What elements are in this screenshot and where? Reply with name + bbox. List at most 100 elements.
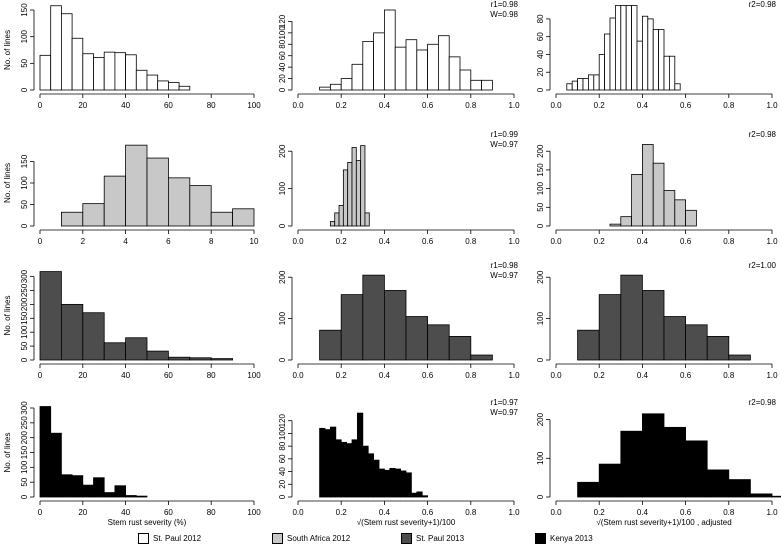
histogram-bar	[135, 69, 148, 91]
x-tick-label: 0.6	[422, 237, 434, 246]
x-tick-label: 0.0	[550, 371, 562, 380]
histogram-bar	[674, 83, 681, 91]
y-axis-label: No. of lines	[3, 432, 12, 472]
y-axis-label: No. of lines	[3, 163, 12, 203]
histogram-bar	[373, 459, 380, 498]
histogram-bar	[82, 312, 105, 361]
y-tick-label: 40	[278, 467, 287, 476]
x-tick-label: 60	[164, 508, 173, 517]
histogram-bar	[625, 5, 633, 91]
x-tick-label: 0.6	[422, 101, 434, 110]
histogram-bar	[728, 354, 751, 361]
y-tick-label: 200	[20, 297, 29, 311]
y-tick-label: 0	[278, 87, 287, 92]
y-tick-label: 20	[278, 74, 287, 83]
histogram-bar	[189, 357, 212, 361]
x-tick-label: 2	[81, 237, 86, 246]
histogram-bar	[674, 199, 686, 227]
y-tick-label: 150	[20, 154, 29, 168]
panel-p02: 0.0 0.2 0.4 0.6 0.8 1.0 0 20 40 60 80 r2=0.98	[536, 0, 778, 110]
y-tick-label: 100	[20, 460, 29, 474]
histogram-bar	[347, 162, 353, 227]
histogram-bar	[685, 209, 697, 227]
histogram-bar	[82, 53, 94, 91]
y-axis-label: No. of lines	[3, 295, 12, 335]
histogram-bar	[427, 43, 439, 91]
histogram-bar	[631, 173, 643, 227]
histogram-bar	[647, 18, 654, 91]
x-tick-label: 0.0	[550, 237, 562, 246]
histogram-bar	[356, 412, 364, 498]
legend: St. Paul 2012 South Africa 2012 St. Paul…	[0, 531, 781, 549]
x-tick-label: 0.6	[680, 101, 692, 110]
histogram-bar	[61, 211, 84, 227]
y-tick-label: 0	[536, 87, 545, 92]
x-tick-label: 0.2	[594, 508, 606, 517]
x-tick-label: 6	[166, 237, 171, 246]
y-tick-label: 20	[536, 67, 545, 76]
histogram-bar	[135, 495, 148, 498]
histogram-bar	[383, 9, 396, 91]
histogram-bar	[39, 271, 62, 361]
histogram-bar	[421, 495, 429, 498]
histogram-bar	[577, 78, 584, 91]
histogram-bar	[232, 208, 255, 227]
y-tick-label: 150	[20, 445, 29, 459]
x-tick-label: 100	[247, 508, 261, 517]
histogram-bar	[167, 177, 191, 227]
y-tick-label: 50	[20, 477, 29, 486]
y-tick-label: 100	[278, 426, 287, 440]
y-tick-label: 200	[20, 430, 29, 444]
histogram-bar	[609, 17, 616, 91]
x-tick-label: 1.0	[508, 237, 520, 246]
x-tick-label: 80	[207, 101, 216, 110]
histogram-bar	[340, 78, 353, 91]
x-tick-label: 4	[123, 237, 128, 246]
histogram-bar	[378, 468, 385, 498]
legend-label: St. Paul 2013	[416, 534, 465, 543]
y-tick-label: 40	[278, 62, 287, 71]
legend-label: Kenya 2013	[550, 534, 593, 543]
x-tick-label: 8	[209, 237, 214, 246]
histogram-bar	[351, 439, 358, 498]
histogram-bar	[351, 63, 364, 91]
histogram-bar	[571, 80, 579, 91]
legend-swatch	[401, 533, 412, 544]
histogram-bar	[437, 35, 450, 91]
histogram-bar	[319, 86, 331, 91]
histogram-bar	[146, 157, 169, 227]
y-tick-label: 100	[20, 176, 29, 190]
y-tick-label: 200	[278, 270, 287, 284]
histogram-bar	[329, 83, 342, 91]
x-tick-label: 100	[247, 101, 261, 110]
y-tick-label: 0	[536, 357, 545, 362]
x-tick-label: 40	[121, 101, 130, 110]
histogram-bar	[334, 212, 340, 227]
histogram-bar	[604, 33, 611, 91]
histogram-bar	[577, 329, 600, 361]
histogram-bar	[663, 190, 676, 227]
y-tick-label: 60	[536, 32, 545, 41]
histogram-bar	[189, 185, 212, 227]
x-tick-label: 0.2	[336, 237, 348, 246]
histogram-bar	[416, 49, 428, 91]
histogram-bar	[588, 74, 595, 91]
x-tick-label: 0.2	[594, 101, 606, 110]
y-tick-label: 150	[20, 311, 29, 325]
x-tick-label: 0.8	[465, 237, 477, 246]
histogram-bar	[593, 74, 600, 91]
histogram-bar	[383, 290, 407, 361]
x-tick-label: 0.0	[292, 101, 304, 110]
x-tick-label: 0.2	[336, 508, 348, 517]
x-tick-label: 0.4	[379, 101, 391, 110]
histogram-bar	[125, 495, 137, 498]
histogram-bar	[61, 474, 73, 498]
x-tick-label: 20	[78, 371, 87, 380]
histogram-bar	[373, 32, 385, 91]
histogram-bar	[146, 350, 169, 361]
panel-p00: 0 20 40 60 80 100 0 50 100 150 No. of lines	[3, 3, 261, 110]
x-tick-label: 0.8	[723, 101, 735, 110]
y-tick-label: 60	[278, 454, 287, 463]
panel-p11: 0.0 0.2 0.4 0.6 0.8 1.0 0 100 200 r1=0.99W=0.97	[278, 130, 520, 246]
